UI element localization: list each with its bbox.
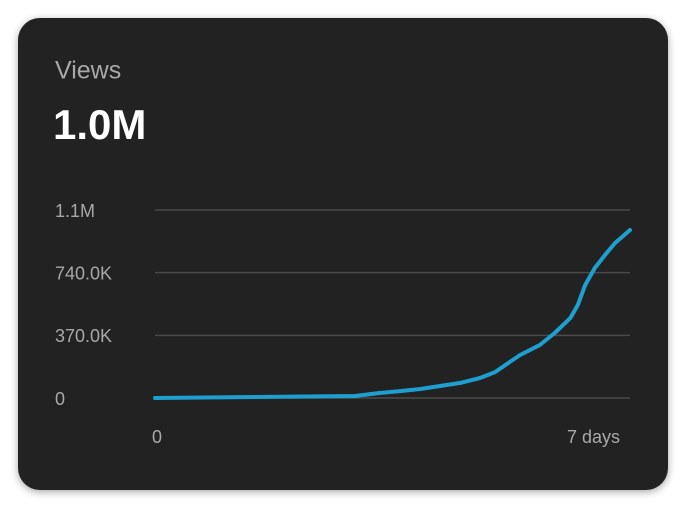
y-tick-label: 740.0K xyxy=(55,263,112,283)
line xyxy=(153,228,632,400)
x-tick-label: 0 xyxy=(152,427,162,447)
x-tick-label: 7 days xyxy=(567,427,620,447)
card xyxy=(18,18,668,490)
y-tick-label: 0 xyxy=(55,389,65,409)
y-tick-label: 1.1M xyxy=(55,201,95,221)
total-value: 1.0M xyxy=(53,101,146,148)
chart-title: Views xyxy=(55,57,121,85)
y-tick-label: 370.0K xyxy=(55,326,112,346)
